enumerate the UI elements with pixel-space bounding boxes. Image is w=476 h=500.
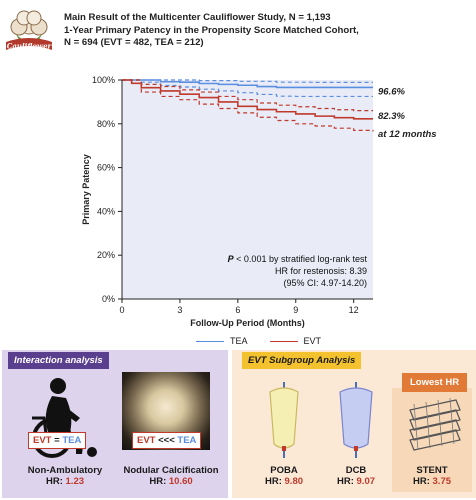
nodular-calcification-label: Nodular Calcification HR: 10.60 [116,465,226,487]
tea-ci-lower-line [122,79,373,98]
legend-label-evt: EVT [303,336,322,346]
x-tick-label: 12 [349,305,359,315]
y-tick-label: 40% [97,206,115,216]
legend-label-tea: TEA [230,336,248,346]
poba-hr: HR: 9.80 [246,476,322,487]
ci-annotation: (95% CI: 4.97-14.20) [283,278,367,288]
lowest-hr-tag: Lowest HR [402,373,468,392]
stent-name: STENT [416,465,448,476]
tea-end-value: 96.6% [378,86,405,97]
kaplan-meier-chart: 0% 20% 40% 60% 80% 100% 0 3 6 9 12 Primary Patency… [81,75,437,328]
drug-coated-balloon-icon [339,382,373,458]
x-tick-label: 9 [293,305,298,315]
poba-name: POBA [270,465,298,476]
p-symbol: P [228,254,235,264]
legend-swatch-tea [196,340,224,342]
interaction-compare-much-less: EVT <<< TEA [132,432,202,449]
dcb-hr: HR: 9.07 [318,476,394,487]
poba-label: POBA HR: 9.80 [246,465,322,487]
non-ambulatory-label: Non-Ambulatory HR: 1.23 [22,465,108,487]
non-ambulatory-hr: HR: 1.23 [22,476,108,487]
legend-swatch-evt [269,340,298,342]
figure-title: Main Result of the Multicenter Cauliflow… [64,12,474,50]
hr-value: 3.75 [432,476,452,487]
cauliflower-logo: Cauliflower [6,10,53,51]
hr-value: 9.80 [284,476,304,487]
non-ambulatory-name: Non-Ambulatory [27,465,103,476]
y-axis-title: Primary Patency [81,154,91,225]
legend-item-evt: EVT [269,336,322,346]
chart-legend: TEA EVT [196,336,321,346]
y-tick-label: 0% [102,294,115,304]
hr-value: 9.07 [356,476,376,487]
compare-evt-label: EVT [137,435,156,446]
title-line-3: N = 694 (EVT = 482, TEA = 212) [64,37,204,48]
x-tick-label: 0 [119,305,124,315]
legend-item-tea: TEA [196,336,248,346]
hr-value: 10.60 [168,476,193,487]
nodular-calcification-name: Nodular Calcification [123,465,219,476]
x-tick-label: 6 [235,305,240,315]
balloon-icon [269,382,299,458]
tea-ci-upper-line [122,79,373,84]
logo-text: Cauliflower [7,42,53,51]
hr-label: HR: [149,476,169,487]
hr-label: HR: [45,476,66,487]
hr-label: HR: [264,476,285,487]
compare-evt-label: EVT [33,435,52,446]
title-line-2: 1-Year Primary Patency in the Propensity… [64,24,359,36]
p-value-text: < 0.001 by stratified log-rank test [234,254,368,264]
title-line-1: Main Result of the Multicenter Cauliflow… [64,12,331,23]
hr-label: HR: [412,476,433,487]
y-tick-label: 100% [92,75,115,85]
compare-operator: <<< [155,435,178,446]
subgroup-tag: EVT Subgroup Analysis [242,352,362,369]
evt-ci-lower-line [122,79,374,132]
y-tick-label: 20% [97,250,115,260]
hr-label: HR: [336,476,357,487]
evt-survival-line [122,79,373,120]
hr-annotation: HR for restenosis: 8.39 [275,266,367,276]
compare-tea-label: TEA [177,435,197,446]
stent-label: STENT HR: 3.75 [396,465,468,487]
y-tick-label: 80% [97,119,115,129]
hr-value: 1.23 [65,476,85,487]
end-value-note: at 12 months [378,129,437,140]
stent-hr: HR: 3.75 [396,476,468,487]
compare-operator: = [51,435,63,446]
interaction-compare-equal: EVT = TEA [28,432,87,449]
dcb-label: DCB HR: 9.07 [318,465,394,487]
stent-icon [409,397,461,451]
p-value-annotation: P < 0.001 by stratified log-rank test [228,254,368,264]
tea-survival-line [122,79,373,89]
x-axis-title: Follow-Up Period (Months) [190,318,304,328]
evt-end-value: 82.3% [378,111,405,122]
interaction-tag: Interaction analysis [8,352,109,369]
dcb-name: DCB [345,465,367,476]
nodular-calcification-hr: HR: 10.60 [116,476,226,487]
y-tick-label: 60% [97,163,115,173]
x-tick-label: 3 [177,305,182,315]
compare-tea-label: TEA [62,435,82,446]
